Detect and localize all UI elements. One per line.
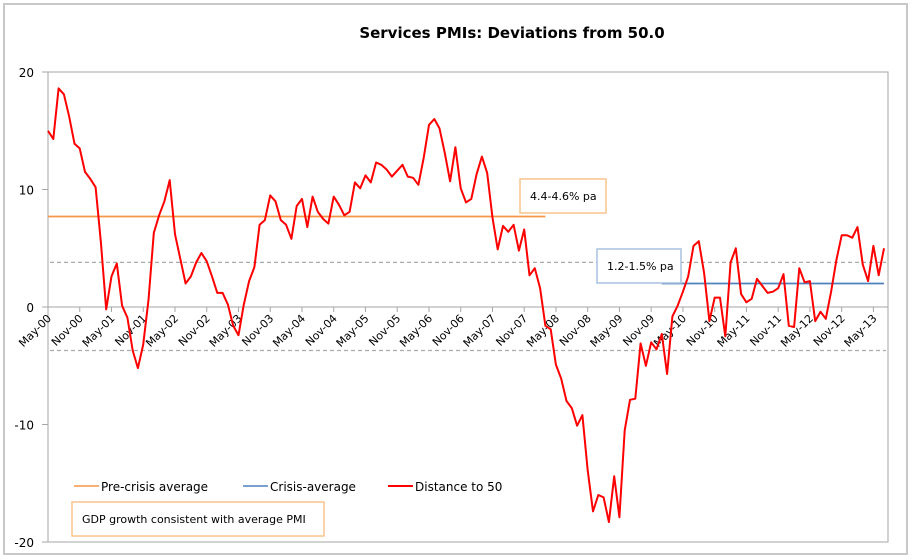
x-tick-label: Nov-02 xyxy=(176,312,213,349)
legend-entry-crisis: Crisis-average xyxy=(243,480,356,494)
x-tick-label: May-08 xyxy=(524,312,562,350)
x-tick-label: May-13 xyxy=(842,312,880,350)
x-tick-label: May-09 xyxy=(588,312,626,350)
x-tick-label: May-04 xyxy=(270,312,308,350)
x-tick-label: Nov-08 xyxy=(557,312,594,349)
reference-lines xyxy=(48,215,886,352)
annotation-crisis: 1.2-1.5% pa xyxy=(596,248,682,284)
legend-label: Distance to 50 xyxy=(415,480,502,494)
x-tick-label: May-01 xyxy=(80,312,118,350)
annotation-pre-crisis: 4.4-4.6% pa xyxy=(519,178,607,214)
annotation-box xyxy=(596,248,682,284)
y-tick-label: 0 xyxy=(26,301,34,315)
x-tick-label: Nov-06 xyxy=(430,312,467,349)
x-tick-label: May-07 xyxy=(461,312,499,350)
x-tick-label: May-12 xyxy=(778,312,816,350)
y-tick-label: 20 xyxy=(19,66,34,80)
series-line-distance-to-50 xyxy=(47,87,885,523)
legend-entry-distance: Distance to 50 xyxy=(388,480,502,494)
annotation-text: 4.4-4.6% pa xyxy=(530,190,597,203)
y-tick-label: -10 xyxy=(14,419,34,433)
x-tick-label: Nov-10 xyxy=(684,312,721,349)
y-tick-label: -20 xyxy=(14,536,34,550)
annotation-box xyxy=(519,178,607,214)
x-tick-label: Nov-07 xyxy=(493,312,530,349)
series-group xyxy=(47,87,885,523)
annotation-text: 1.2-1.5% pa xyxy=(607,260,674,273)
legend-label: Crisis-average xyxy=(270,480,356,494)
annotation-box xyxy=(71,501,325,537)
y-tick-label: 10 xyxy=(19,184,34,198)
chart-frame xyxy=(3,3,908,555)
x-tick-label: May-02 xyxy=(143,312,181,350)
chart-title: Services PMIs: Deviations from 50.0 xyxy=(359,24,664,42)
annotation-gdp-growth: GDP growth consistent with average PMI xyxy=(71,501,325,537)
x-tick-label: May-06 xyxy=(397,312,435,350)
legend-label: Pre-crisis average xyxy=(101,480,208,494)
x-tick-label: May-11 xyxy=(715,312,753,350)
x-tick-label: Nov-04 xyxy=(303,312,340,349)
x-tick-label: Nov-11 xyxy=(747,312,784,349)
x-tick-label: May-05 xyxy=(334,312,372,350)
x-tick-label: Nov-03 xyxy=(239,312,276,349)
legend-entry-pre-crisis: Pre-crisis average xyxy=(74,480,208,494)
x-tick-label: Nov-05 xyxy=(366,312,403,349)
legend: Pre-crisis average Crisis-average Distan… xyxy=(74,480,502,494)
x-tick-label: Nov-00 xyxy=(49,312,86,349)
y-axis: 20 10 0 -10 -20 xyxy=(14,66,48,550)
annotation-text: GDP growth consistent with average PMI xyxy=(82,513,306,526)
